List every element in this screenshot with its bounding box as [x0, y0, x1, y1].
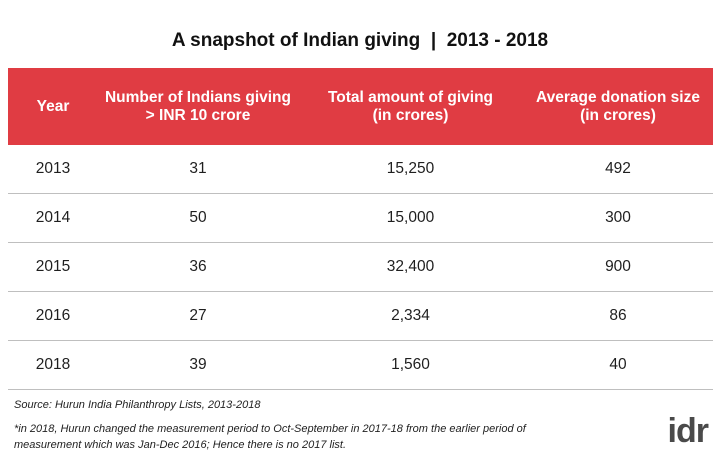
cell-givers: 39: [98, 340, 298, 390]
cell-year: 2016: [8, 291, 98, 341]
header-year: Year: [8, 68, 98, 145]
cell-total: 1,560: [298, 340, 523, 390]
cell-year: 2014: [8, 193, 98, 243]
footnote: *in 2018, Hurun changed the measurement …: [14, 423, 526, 451]
table-row: 2013 31 15,250 492: [8, 145, 713, 194]
cell-total: 15,250: [298, 145, 523, 194]
cell-average: 300: [523, 193, 713, 243]
cell-average: 86: [523, 291, 713, 341]
header-number-of-givers: Number of Indians giving > INR 10 crore: [98, 68, 298, 145]
cell-total: 15,000: [298, 193, 523, 243]
table-row: 2014 50 15,000 300: [8, 193, 713, 243]
cell-average: 492: [523, 145, 713, 194]
header-total-giving: Total amount of giving (in crores): [298, 68, 523, 145]
cell-average: 40: [523, 340, 713, 390]
cell-total: 32,400: [298, 242, 523, 292]
cell-givers: 31: [98, 145, 298, 194]
cell-givers: 50: [98, 193, 298, 243]
table-header-row: Year Number of Indians giving > INR 10 c…: [8, 68, 713, 145]
cell-givers: 36: [98, 242, 298, 292]
idr-logo: idr: [667, 412, 709, 450]
table-row: 2018 39 1,560 40: [8, 340, 713, 390]
table-row: 2015 36 32,400 900: [8, 242, 713, 292]
source-note: Source: Hurun India Philanthropy Lists, …: [14, 399, 261, 411]
header-average-donation: Average donation size (in crores): [523, 68, 713, 145]
page-title: A snapshot of Indian giving | 2013 - 201…: [171, 30, 549, 51]
cell-year: 2015: [8, 242, 98, 292]
cell-average: 900: [523, 242, 713, 292]
cell-givers: 27: [98, 291, 298, 341]
cell-year: 2018: [8, 340, 98, 390]
giving-table: Year Number of Indians giving > INR 10 c…: [8, 68, 713, 390]
table-row: 2016 27 2,334 86: [8, 291, 713, 341]
cell-year: 2013: [8, 145, 98, 194]
cell-total: 2,334: [298, 291, 523, 341]
